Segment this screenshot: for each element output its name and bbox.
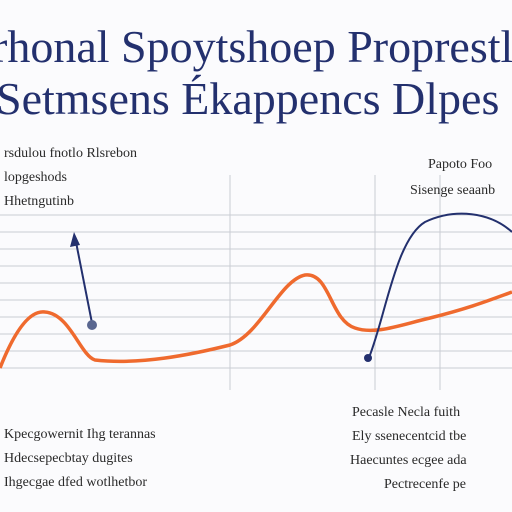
annotation: Sisenge seaanb [410,183,495,198]
annotation: Ely ssenecentcid tbe [352,429,466,444]
annotation: Pectrecenfe pe [384,477,466,492]
annotation: Papoto Foo [428,157,492,172]
title-line: Setmsens Ékappencs Dlpes [0,73,499,124]
annotation: Hdecsepecbtay dugites [4,451,133,466]
title-line: rhonal Spoytshoep Proprestl [0,21,512,72]
arrow-head [70,232,80,247]
point [87,320,97,330]
annotation: rsdulou fnotlo Rlsrebon [4,146,137,161]
annotation: Pecasle Necla fuith [352,405,460,420]
point [364,354,372,362]
annotation: lopgeshods [4,170,67,185]
annotation: Hhetngutinb [4,194,74,209]
annotation: Ihgecgae dfed wotlhetbor [4,475,147,490]
annotation: Kpecgowernit Ihg terannas [4,427,156,442]
annotation: Haecuntes ecgee ada [350,453,467,468]
orange-curve [0,273,512,369]
blue-curve [367,212,512,361]
arrow [75,241,93,324]
